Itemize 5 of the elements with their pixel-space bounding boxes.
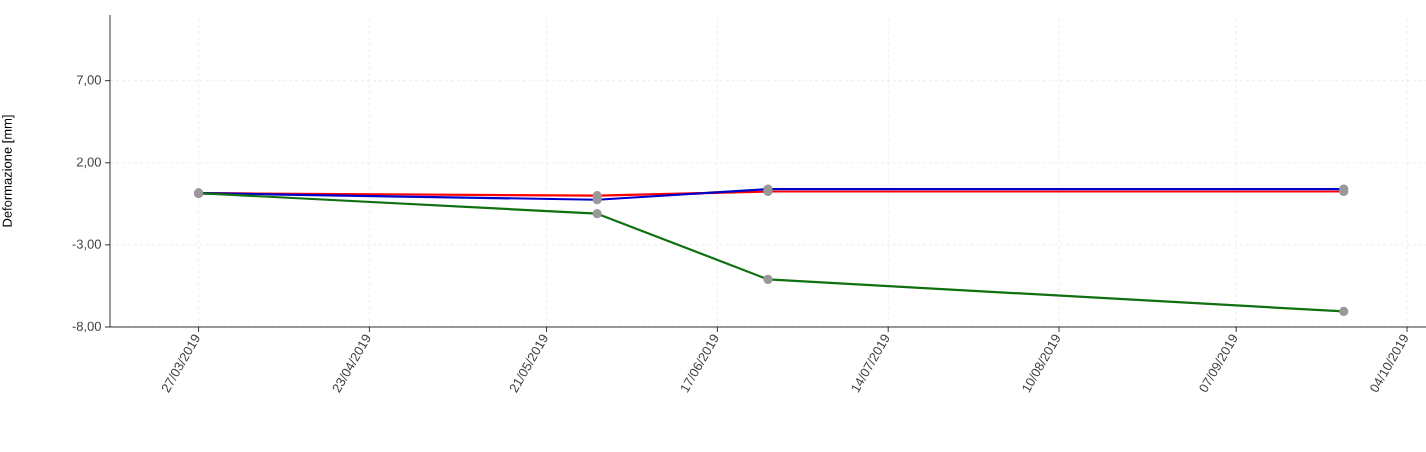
y-axis-title: Deformazione [mm] (2, 115, 15, 227)
y-tick-label: -8,00 (72, 321, 101, 333)
y-tick-label: 7,00 (76, 75, 101, 87)
y-tick-label: -3,00 (72, 239, 101, 251)
y-tick-label: 2,00 (76, 157, 101, 169)
